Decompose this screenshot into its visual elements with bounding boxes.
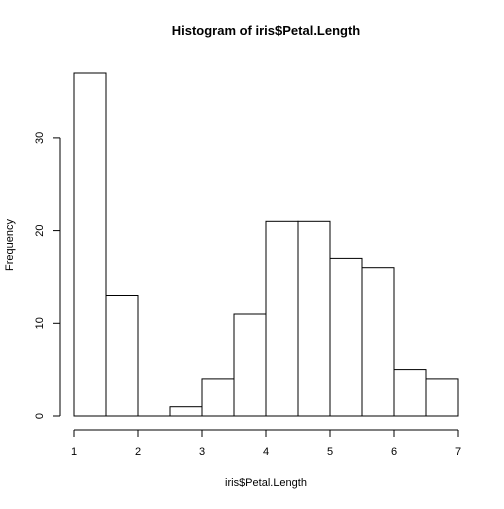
y-tick-label: 0 bbox=[34, 413, 46, 419]
histogram-bar bbox=[425, 378, 459, 417]
x-tick-label: 4 bbox=[263, 446, 269, 458]
histogram-bar bbox=[73, 72, 107, 417]
histogram-bar bbox=[329, 257, 363, 417]
x-axis: 1 2 3 4 5 6 7 bbox=[71, 429, 461, 458]
histogram-bar bbox=[393, 369, 427, 417]
y-tick-label: 10 bbox=[34, 317, 46, 329]
chart-title: Histogram of iris$Petal.Length bbox=[172, 23, 361, 38]
histogram-bar bbox=[169, 406, 203, 417]
x-axis-label: iris$Petal.Length bbox=[225, 477, 307, 489]
histogram-bar bbox=[361, 267, 395, 417]
y-tick-label: 30 bbox=[34, 132, 46, 144]
histogram-bar bbox=[201, 378, 235, 417]
y-axis-label: Frequency bbox=[4, 219, 16, 271]
histogram-bar bbox=[297, 220, 331, 417]
x-tick-label: 5 bbox=[327, 446, 333, 458]
x-tick-label: 7 bbox=[455, 446, 461, 458]
histogram-bar bbox=[105, 295, 139, 417]
histogram-bar bbox=[233, 313, 267, 417]
x-tick-label: 2 bbox=[135, 446, 141, 458]
histogram-bar bbox=[265, 220, 299, 417]
x-tick-label: 6 bbox=[391, 446, 397, 458]
y-axis: 0 10 20 30 bbox=[34, 132, 61, 419]
y-tick-label: 20 bbox=[34, 224, 46, 236]
x-tick-label: 3 bbox=[199, 446, 205, 458]
bars-group bbox=[73, 72, 459, 417]
x-tick-label: 1 bbox=[71, 446, 77, 458]
